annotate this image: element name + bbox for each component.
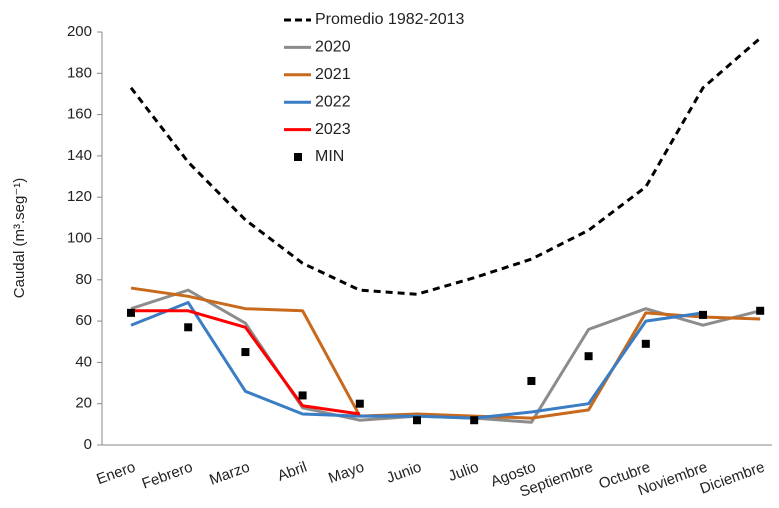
legend: Promedio 1982-2013 2020 2021 2022 2023 MIN bbox=[284, 11, 465, 165]
min-marker bbox=[241, 348, 250, 357]
x-tick-label: Junio bbox=[384, 459, 424, 487]
y-tick-label: 80 bbox=[75, 271, 92, 288]
x-tick-label: Diciembre bbox=[698, 459, 767, 498]
min-marker bbox=[470, 416, 479, 425]
x-tick-label: Abril bbox=[275, 459, 309, 485]
x-tick-label: Marzo bbox=[207, 459, 252, 489]
min-marker bbox=[641, 339, 650, 348]
x-tick-label: Febrero bbox=[140, 459, 195, 493]
y-tick-label: 60 bbox=[75, 312, 92, 329]
series-line bbox=[130, 288, 761, 424]
legend-label: Promedio 1982-2013 bbox=[315, 11, 465, 28]
y-tick-label: 140 bbox=[67, 147, 92, 164]
y-tick-label: 200 bbox=[67, 23, 92, 40]
min-marker bbox=[184, 323, 193, 332]
min-marker bbox=[355, 399, 364, 408]
min-marker bbox=[756, 306, 765, 315]
y-tick-label: 20 bbox=[75, 395, 92, 412]
min-marker bbox=[527, 376, 536, 385]
legend-marker bbox=[294, 153, 302, 161]
x-tick-label: Julio bbox=[446, 459, 481, 486]
y-tick-label: 180 bbox=[67, 64, 92, 81]
y-tick-label: 160 bbox=[67, 106, 92, 123]
min-marker bbox=[584, 352, 593, 361]
min-marker bbox=[298, 391, 307, 400]
series-line bbox=[130, 301, 704, 420]
min-marker bbox=[127, 308, 135, 317]
min-marker bbox=[699, 310, 707, 319]
x-tick-label: Enero bbox=[94, 459, 137, 489]
y-axis-label: Caudal (m³.seg⁻¹) bbox=[11, 178, 28, 298]
series-line bbox=[131, 309, 361, 416]
legend-label: 2022 bbox=[315, 93, 351, 110]
legend-label: 2020 bbox=[315, 39, 351, 56]
min-marker bbox=[413, 416, 421, 425]
y-tick-label: 100 bbox=[67, 229, 92, 246]
y-tick-label: 40 bbox=[75, 353, 92, 370]
y-tick-label: 120 bbox=[67, 188, 92, 205]
legend-label: 2021 bbox=[315, 66, 351, 83]
y-tick-label: 0 bbox=[84, 436, 92, 453]
legend-label: MIN bbox=[315, 148, 344, 165]
legend-label: 2023 bbox=[315, 121, 351, 138]
x-tick-label: Mayo bbox=[326, 459, 366, 488]
series-line bbox=[130, 286, 761, 420]
series-line bbox=[129, 37, 762, 296]
